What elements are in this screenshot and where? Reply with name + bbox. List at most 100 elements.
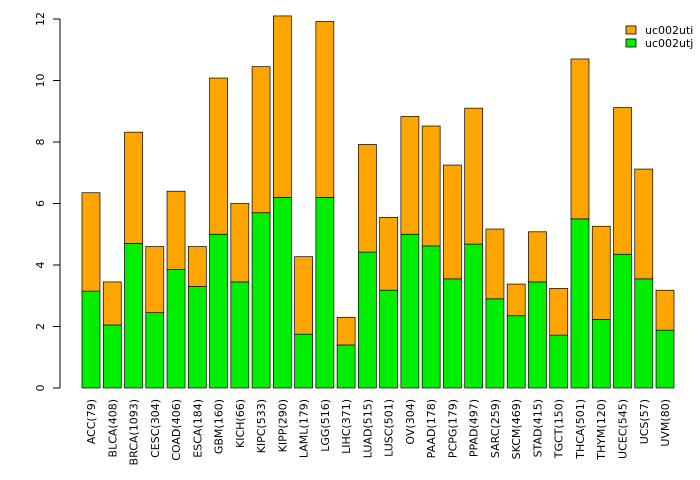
- y-tick-label: 2: [34, 323, 47, 330]
- x-tick-label: TGCT(150): [553, 399, 566, 459]
- bar-utj: [506, 315, 526, 389]
- x-tick-label: KIPP(290): [276, 399, 289, 452]
- bar-uti: [634, 168, 654, 280]
- x-tick-label: UVM(80): [659, 399, 672, 447]
- bar-utj: [315, 197, 335, 389]
- bar-utj: [549, 334, 569, 389]
- bar-utj: [358, 251, 377, 389]
- bar-uti: [655, 289, 675, 331]
- bar-utj: [272, 197, 292, 389]
- x-tick-label: PPAD(497): [468, 399, 481, 457]
- bar-uti: [549, 288, 569, 336]
- bar-utj: [251, 212, 271, 389]
- bar-utj: [634, 278, 654, 389]
- bar-uti: [187, 246, 207, 287]
- bar-uti: [421, 125, 441, 247]
- x-tick-label: SKCM(469): [510, 399, 523, 459]
- x-tick-label: CESC(304): [149, 399, 162, 458]
- x-tick-label: UCEC(545): [617, 399, 630, 459]
- y-tick-label: 6: [34, 200, 47, 207]
- x-axis-labels: ACC(79) BLCA(408) BRCA(1093) CESC(304) COAD(…: [85, 399, 672, 465]
- x-tick-label: SARC(259): [489, 399, 502, 458]
- bar-uti: [166, 190, 186, 270]
- x-tick-label: UCS(57): [638, 399, 651, 444]
- x-tick-label: LUAD(515): [361, 399, 374, 458]
- bar-utj: [145, 312, 165, 389]
- legend-swatch-uti: [625, 25, 637, 35]
- legend: uc002uti uc002utj: [625, 24, 693, 50]
- bar-utj: [379, 289, 398, 389]
- x-tick-label: KICH(66): [234, 399, 247, 448]
- bar-utj: [421, 245, 441, 389]
- bar-utj: [528, 281, 547, 389]
- bar-utj: [400, 233, 420, 389]
- bar-utj: [336, 344, 356, 389]
- bar-uti: [528, 231, 547, 283]
- bar-uti: [358, 144, 377, 253]
- legend-swatch-utj: [625, 38, 637, 48]
- bar-uti: [145, 246, 165, 314]
- x-tick-label: COAD(406): [170, 399, 183, 461]
- bar-uti: [591, 225, 611, 320]
- bar-utj: [294, 333, 313, 389]
- bar-uti: [570, 58, 590, 220]
- x-tick-label: THYM(120): [595, 399, 608, 461]
- bar-uti: [81, 192, 101, 292]
- y-tick-label: 4: [34, 262, 47, 269]
- legend-label-uti: uc002uti: [645, 24, 693, 37]
- bar-utj: [230, 281, 250, 389]
- bars-group: [81, 15, 675, 389]
- bar-utj: [187, 286, 207, 389]
- bar-utj: [443, 278, 462, 389]
- bar-uti: [400, 116, 420, 235]
- bar-uti: [230, 203, 250, 283]
- x-tick-label: PAAD(178): [425, 399, 438, 458]
- bar-uti: [613, 107, 632, 255]
- x-tick-label: PCPG(179): [446, 399, 459, 458]
- bar-uti: [251, 66, 271, 214]
- x-tick-label: THCA(501): [574, 399, 587, 460]
- y-axis: 0 2 4 6 8 10 12: [34, 12, 61, 392]
- x-tick-label: LAML(179): [298, 399, 311, 458]
- bar-utj: [209, 233, 228, 389]
- bar-utj: [655, 329, 675, 389]
- x-tick-label: ESCA(184): [191, 399, 204, 458]
- bar-utj: [464, 243, 484, 389]
- x-tick-label: BRCA(1093): [128, 399, 141, 465]
- bar-uti: [485, 228, 505, 300]
- bar-uti: [443, 164, 462, 280]
- bar-utj: [81, 290, 101, 389]
- bar-utj: [166, 269, 186, 389]
- bar-uti: [209, 77, 228, 235]
- x-tick-label: OV(304): [404, 399, 417, 445]
- y-tick-label: 8: [34, 139, 47, 146]
- bar-utj: [591, 319, 611, 389]
- bar-uti: [464, 107, 484, 245]
- bar-uti: [506, 283, 526, 317]
- y-tick-label: 0: [34, 385, 47, 392]
- y-tick-label: 10: [34, 74, 47, 88]
- x-tick-label: LUSC(501): [383, 399, 396, 457]
- x-tick-label: STAD(415): [531, 399, 544, 457]
- bar-uti: [102, 281, 122, 326]
- legend-label-utj: uc002utj: [645, 37, 693, 50]
- bar-utj: [613, 253, 632, 389]
- bar-uti: [124, 131, 143, 244]
- x-tick-label: LGG(516): [319, 399, 332, 452]
- bar-utj: [124, 243, 143, 389]
- bar-utj: [485, 298, 505, 389]
- bar-uti: [294, 256, 313, 335]
- x-tick-label: GBM(160): [213, 399, 226, 454]
- y-tick-label: 12: [34, 12, 47, 26]
- bar-utj: [570, 218, 590, 389]
- bar-uti: [315, 21, 335, 198]
- x-tick-label: LIHC(371): [340, 399, 353, 454]
- x-tick-label: KIPC(533): [255, 399, 268, 453]
- x-tick-label: BLCA(408): [106, 399, 119, 457]
- bar-uti: [272, 15, 292, 198]
- bar-uti: [336, 316, 356, 346]
- bar-utj: [102, 324, 122, 389]
- x-tick-label: ACC(79): [85, 399, 98, 444]
- bar-uti: [379, 216, 398, 291]
